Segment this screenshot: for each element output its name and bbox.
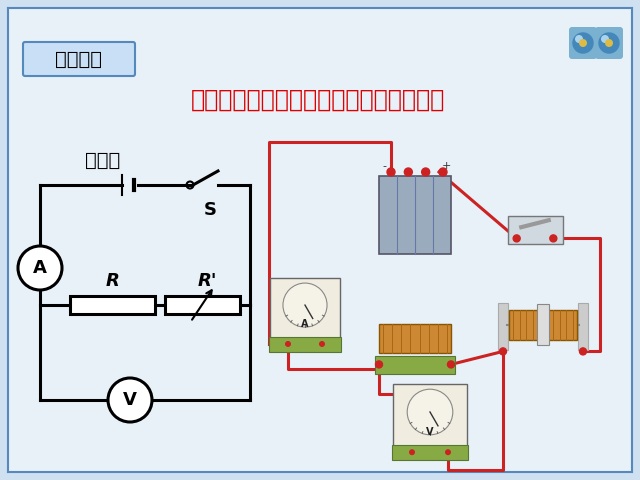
Text: S: S xyxy=(204,201,216,219)
FancyBboxPatch shape xyxy=(270,278,340,338)
Bar xyxy=(498,303,508,350)
Circle shape xyxy=(575,35,583,43)
FancyBboxPatch shape xyxy=(393,384,467,446)
Circle shape xyxy=(601,35,609,43)
Text: V: V xyxy=(123,391,137,409)
Text: 设计实验: 设计实验 xyxy=(56,49,102,69)
Circle shape xyxy=(599,33,619,53)
Text: A: A xyxy=(33,259,47,277)
Circle shape xyxy=(445,449,451,455)
Circle shape xyxy=(108,378,152,422)
Circle shape xyxy=(409,449,415,455)
Bar xyxy=(375,356,455,374)
Bar xyxy=(70,296,155,314)
Text: -: - xyxy=(382,161,386,171)
Bar xyxy=(379,324,451,353)
Text: +: + xyxy=(442,161,451,171)
Circle shape xyxy=(579,39,587,47)
Circle shape xyxy=(319,341,325,347)
Text: R': R' xyxy=(198,272,217,290)
Text: 电路图: 电路图 xyxy=(85,151,120,169)
Circle shape xyxy=(605,39,613,47)
Circle shape xyxy=(422,168,429,176)
FancyBboxPatch shape xyxy=(595,27,623,59)
Bar xyxy=(269,337,341,351)
Circle shape xyxy=(573,33,593,53)
Circle shape xyxy=(550,235,557,242)
Bar xyxy=(165,296,240,314)
Text: 电阻一定，研究电流与电压的定量关系。: 电阻一定，研究电流与电压的定量关系。 xyxy=(191,88,445,112)
Circle shape xyxy=(447,361,454,368)
Circle shape xyxy=(285,341,291,347)
Circle shape xyxy=(376,361,383,368)
FancyBboxPatch shape xyxy=(569,27,597,59)
Circle shape xyxy=(499,348,506,355)
Bar xyxy=(537,304,549,345)
Circle shape xyxy=(407,389,453,435)
Circle shape xyxy=(283,283,327,327)
FancyBboxPatch shape xyxy=(379,176,451,254)
Text: V: V xyxy=(426,427,434,437)
FancyBboxPatch shape xyxy=(8,8,632,472)
Text: R: R xyxy=(106,272,120,290)
Circle shape xyxy=(404,168,412,176)
Circle shape xyxy=(439,168,447,176)
Circle shape xyxy=(18,246,62,290)
Bar xyxy=(578,303,588,350)
Circle shape xyxy=(387,168,395,176)
Circle shape xyxy=(513,235,520,242)
FancyBboxPatch shape xyxy=(508,216,563,244)
Circle shape xyxy=(579,348,586,355)
Bar xyxy=(509,310,577,340)
FancyBboxPatch shape xyxy=(23,42,135,76)
Text: A: A xyxy=(301,319,308,329)
Bar xyxy=(392,445,468,460)
